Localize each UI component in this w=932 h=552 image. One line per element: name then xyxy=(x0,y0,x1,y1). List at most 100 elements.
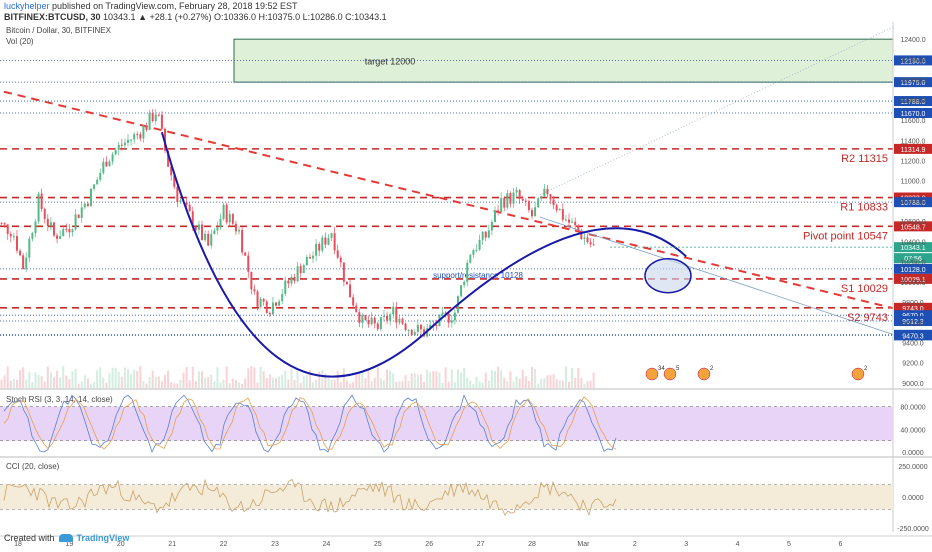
level-price-label: 10548.7 xyxy=(900,224,925,231)
candle-body xyxy=(379,317,382,330)
volume-bar xyxy=(558,380,561,388)
candle-body xyxy=(86,203,89,206)
candle-body xyxy=(120,144,123,146)
volume-bar xyxy=(207,376,210,388)
candle-body xyxy=(512,192,515,204)
volume-bar xyxy=(62,366,65,388)
candle-body xyxy=(37,193,40,222)
volume-bar xyxy=(447,381,450,388)
volume-bar xyxy=(71,371,74,388)
volume-bar xyxy=(12,378,15,388)
volume-bar xyxy=(93,382,96,388)
author-link[interactable]: luckyhelper xyxy=(4,1,50,11)
candle-body xyxy=(15,236,18,251)
target-zone-label: target 12000 xyxy=(365,57,416,67)
volume-bar xyxy=(469,380,472,388)
volume-bar xyxy=(182,372,185,388)
candle-body xyxy=(256,291,259,307)
volume-bar xyxy=(219,382,222,388)
volume-bar xyxy=(136,371,139,388)
volume-bar xyxy=(299,382,302,388)
volume-bar xyxy=(86,378,89,388)
candle-body xyxy=(524,200,527,202)
volume-bar xyxy=(466,377,469,388)
cci-tick-label: 0.0000 xyxy=(902,495,924,502)
volume-bar xyxy=(157,376,160,388)
volume-bar xyxy=(241,383,244,388)
candle-body xyxy=(34,221,37,234)
volume-bar xyxy=(475,376,478,388)
candle-body xyxy=(441,312,444,315)
volume-bar xyxy=(555,379,558,388)
candle-body xyxy=(179,200,182,202)
volume-bar xyxy=(571,368,574,388)
candle-body xyxy=(506,193,509,208)
candle-body xyxy=(117,144,120,150)
volume-bar xyxy=(484,372,487,388)
volume-bar xyxy=(290,368,293,388)
candle-body xyxy=(543,188,546,197)
candle-body xyxy=(43,209,46,219)
candle-body xyxy=(213,230,216,235)
volume-bar xyxy=(407,380,410,388)
volume-bar xyxy=(509,371,512,388)
channel-line-lower xyxy=(539,216,894,335)
volume-bar xyxy=(201,371,204,388)
level-price-label: 11975.0 xyxy=(901,80,926,87)
candle-body xyxy=(89,188,92,206)
volume-bar xyxy=(460,372,463,388)
candle-body xyxy=(549,194,552,200)
volume-bar xyxy=(481,382,484,388)
current-price-tag xyxy=(894,242,932,253)
candle-body xyxy=(373,317,376,324)
candle-body xyxy=(142,125,145,139)
candle-body xyxy=(207,233,210,246)
level-price-label: 11788.0 xyxy=(901,99,926,106)
candle-body xyxy=(555,205,558,211)
volume-bar xyxy=(370,380,373,388)
candle-body xyxy=(463,281,466,286)
level-price-label: 10128.0 xyxy=(900,267,925,274)
volume-bar xyxy=(386,369,389,388)
candle-body xyxy=(592,244,595,246)
volume-bar xyxy=(561,380,564,388)
price-chart[interactable]: Bitcoin / Dollar, 30, BITFINEX Vol (20) ta… xyxy=(0,22,932,552)
volume-bar xyxy=(352,381,355,388)
candle-body xyxy=(145,125,148,130)
volume-bar xyxy=(395,381,398,388)
volume-bar xyxy=(450,369,453,388)
volume-bar xyxy=(238,382,241,388)
x-tick-label: Mar xyxy=(577,541,590,548)
y-tick-label: 12200.0 xyxy=(900,57,925,64)
countdown-tag xyxy=(894,253,932,264)
volume-bar xyxy=(524,376,527,388)
candle-body xyxy=(247,255,250,272)
footer-brand[interactable]: TradingView xyxy=(76,533,130,543)
candle-body xyxy=(83,203,86,208)
volume-bar xyxy=(537,383,540,388)
volume-bar xyxy=(324,373,327,388)
level-price-tag xyxy=(894,96,932,107)
candle-body xyxy=(500,198,503,212)
volume-bar xyxy=(0,379,3,388)
stoch-k-line xyxy=(3,394,617,454)
candle-body xyxy=(534,207,537,217)
candle-body xyxy=(40,193,43,210)
volume-bar xyxy=(333,379,336,388)
candle-body xyxy=(99,173,102,180)
volume-bar xyxy=(164,374,167,388)
volume-bar xyxy=(398,381,401,388)
candle-body xyxy=(148,113,151,130)
volume-bar xyxy=(25,379,28,388)
x-tick-label: 26 xyxy=(425,541,433,548)
level-price-tag xyxy=(894,77,932,88)
volume-bar xyxy=(503,377,506,388)
x-tick-label: 22 xyxy=(220,541,228,548)
volume-bar xyxy=(80,381,83,388)
volume-bar xyxy=(373,377,376,388)
candle-body xyxy=(447,313,450,323)
target-zone-box xyxy=(233,38,894,83)
candle-body xyxy=(472,250,475,255)
candle-body xyxy=(111,154,114,162)
candle-body xyxy=(241,229,244,253)
